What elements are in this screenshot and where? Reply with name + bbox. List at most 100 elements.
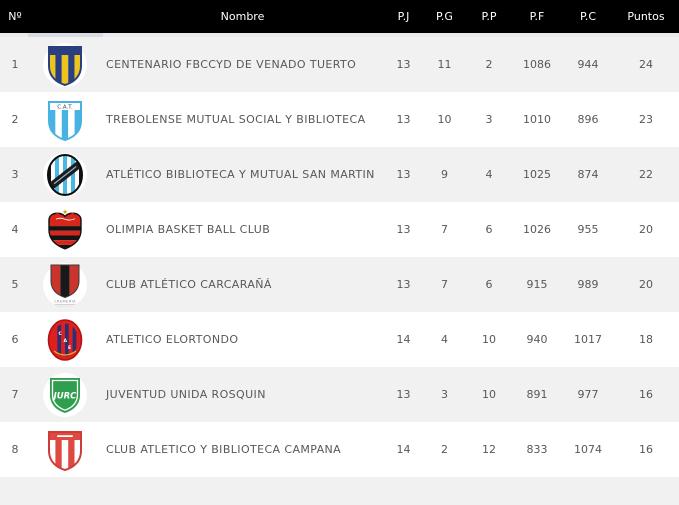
points-for-cell: 833	[526, 443, 548, 456]
points-for-cell: 1010	[523, 113, 551, 126]
header-name: Nombre	[220, 10, 265, 23]
rank-cell: 1	[11, 58, 19, 71]
won-cell: 7	[441, 278, 448, 291]
club-logo: JURC	[30, 372, 100, 417]
header-played: P.J	[397, 10, 410, 23]
club-logo: CREMERIA	[30, 262, 100, 307]
team-name: OLIMPIA BASKET BALL CLUB	[106, 223, 271, 236]
won-cell: 7	[441, 223, 448, 236]
played-cell: 13	[396, 223, 411, 236]
points-for-cell: 1026	[523, 223, 551, 236]
points-cell: 18	[639, 333, 653, 346]
points-for-cell: 915	[526, 278, 548, 291]
won-cell: 2	[441, 443, 448, 456]
rank-cell: 5	[11, 278, 19, 291]
lost-cell: 10	[482, 388, 496, 401]
club-logo	[30, 152, 100, 197]
points-for-cell: 891	[526, 388, 548, 401]
team-name: CENTENARIO FBCCYD DE VENADO TUERTO	[106, 58, 357, 71]
header-underline	[0, 33, 679, 37]
points-cell: 16	[639, 443, 653, 456]
centenario-crest-icon	[43, 42, 87, 87]
rank-cell: 6	[11, 333, 19, 346]
club-logo: C.A.T.	[30, 97, 100, 142]
lost-cell: 4	[485, 168, 493, 181]
olimpia-crest-icon: ★	[43, 207, 87, 252]
points-against-cell: 944	[577, 58, 599, 71]
header-rank: Nº	[8, 10, 22, 23]
club-logo	[30, 42, 100, 87]
won-cell: 4	[441, 333, 448, 346]
svg-text:C: C	[59, 331, 63, 337]
points-cell: 24	[639, 58, 653, 71]
points-cell: 20	[639, 223, 653, 236]
svg-text:C.A.T.: C.A.T.	[57, 104, 73, 110]
won-cell: 10	[437, 113, 452, 126]
next-row-partial	[0, 477, 679, 505]
table-row[interactable]: 2 C.A.T. TREBOLENSE MUTUAL SOCIAL Y BIBL…	[0, 92, 679, 147]
points-cell: 16	[639, 388, 653, 401]
team-name: ATLETICO ELORTONDO	[106, 333, 239, 346]
played-cell: 13	[396, 388, 411, 401]
won-cell: 3	[441, 388, 448, 401]
table-header: Nº Nombre P.J P.G P.P P.F P.C Puntos	[0, 0, 679, 33]
san-martin-crest-icon	[43, 152, 87, 197]
won-cell: 11	[437, 58, 452, 71]
played-cell: 14	[396, 443, 411, 456]
campana-crest-icon	[43, 427, 87, 472]
points-for-cell: 940	[526, 333, 548, 346]
loading-artifact	[28, 33, 103, 37]
won-cell: 9	[441, 168, 448, 181]
points-against-cell: 1017	[574, 333, 602, 346]
svg-text:JURC: JURC	[52, 391, 78, 401]
team-name: CLUB ATLÉTICO CARCARAÑÁ	[106, 278, 272, 291]
table-row[interactable]: 8 CLUB ATLETICO Y BIBLIOTECA CAMPANA 14 …	[0, 422, 679, 477]
table-row[interactable]: 1 CENTENARIO FBCCYD DE VENADO TUERTO 13 …	[0, 37, 679, 92]
rank-cell: 7	[11, 388, 19, 401]
played-cell: 13	[396, 168, 411, 181]
played-cell: 13	[396, 58, 411, 71]
points-cell: 20	[639, 278, 653, 291]
points-for-cell: 1086	[523, 58, 551, 71]
lost-cell: 12	[482, 443, 496, 456]
svg-text:A: A	[64, 338, 68, 344]
juventud-unida-crest-icon: JURC	[43, 372, 87, 417]
team-name: CLUB ATLETICO Y BIBLIOTECA CAMPANA	[106, 443, 342, 456]
rank-cell: 2	[11, 113, 19, 126]
table-row[interactable]: 4 ★ OLIMPIA BASKET BALL CLUB 13 7 6 1026…	[0, 202, 679, 257]
team-name: JUVENTUD UNIDA ROSQUIN	[106, 388, 266, 401]
lost-cell: 2	[485, 58, 493, 71]
points-cell: 22	[639, 168, 653, 181]
svg-text:E: E	[68, 345, 71, 351]
club-logo: ★	[30, 207, 100, 252]
rank-cell: 8	[11, 443, 19, 456]
header-points-for: P.F	[529, 10, 545, 23]
points-for-cell: 1025	[523, 168, 551, 181]
rank-cell: 4	[11, 223, 19, 236]
header-points-against: P.C	[579, 10, 597, 23]
played-cell: 14	[396, 333, 411, 346]
lost-cell: 6	[485, 278, 493, 291]
points-against-cell: 989	[577, 278, 599, 291]
points-against-cell: 977	[577, 388, 599, 401]
svg-text:★: ★	[62, 209, 68, 216]
club-logo	[30, 427, 100, 472]
svg-text:CREMERIA: CREMERIA	[54, 299, 76, 303]
lost-cell: 6	[485, 223, 493, 236]
table-row[interactable]: 3 ATLÉTICO BIBLIOTECA Y MUTUAL SAN MARTI…	[0, 147, 679, 202]
header-won: P.G	[436, 10, 453, 23]
table-body: 1 CENTENARIO FBCCYD DE VENADO TUERTO 13 …	[0, 37, 679, 477]
played-cell: 13	[396, 113, 411, 126]
points-against-cell: 896	[577, 113, 599, 126]
team-name: TREBOLENSE MUTUAL SOCIAL Y BIBLIOTECA	[106, 113, 366, 126]
table-row[interactable]: 7 JURC JUVENTUD UNIDA ROSQUIN 13 3 10 89…	[0, 367, 679, 422]
team-name: ATLÉTICO BIBLIOTECA Y MUTUAL SAN MARTIN	[106, 168, 375, 181]
header-lost: P.P	[481, 10, 497, 23]
points-against-cell: 955	[577, 223, 599, 236]
table-row[interactable]: 5 CREMERIA CLUB ATLÉTICO CARCARAÑÁ 13 7 …	[0, 257, 679, 312]
points-against-cell: 874	[577, 168, 599, 181]
